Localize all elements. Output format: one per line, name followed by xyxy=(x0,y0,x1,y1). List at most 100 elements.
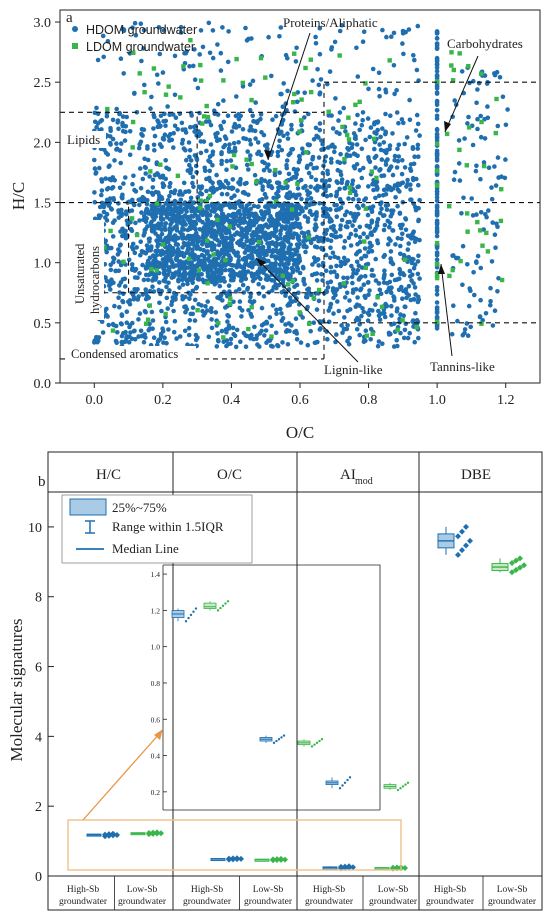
scatter-point xyxy=(96,338,101,343)
scatter-point xyxy=(142,82,147,88)
scatter-point xyxy=(365,318,371,324)
scatter-point xyxy=(92,110,98,116)
scatter-point xyxy=(360,306,365,311)
scatter-point xyxy=(203,304,208,309)
scatter-point xyxy=(317,51,323,57)
scatter-point xyxy=(180,192,185,197)
scatter-point xyxy=(249,97,254,103)
scatter-point xyxy=(278,184,284,190)
scatter-point xyxy=(150,253,156,258)
scatter-point xyxy=(241,189,247,195)
scatter-point xyxy=(407,117,413,123)
legend-whisker-icon xyxy=(85,520,95,534)
scatter-point xyxy=(249,161,254,167)
scatter-point xyxy=(314,214,319,219)
scatter-point xyxy=(384,207,390,212)
scatter-point xyxy=(434,257,440,263)
scatter-point xyxy=(347,190,353,196)
scatter-point xyxy=(434,171,440,177)
scatter-point xyxy=(449,50,454,55)
scatter-point xyxy=(310,78,315,83)
scatter-point xyxy=(378,202,383,207)
scatter-point xyxy=(434,73,440,79)
scatter-point xyxy=(324,227,330,233)
scatter-point xyxy=(185,216,191,222)
scatter-point xyxy=(447,273,452,279)
scatter-point xyxy=(306,286,312,292)
scatter-point xyxy=(119,333,125,339)
scatter-point xyxy=(313,125,319,131)
scatter-point xyxy=(110,185,116,190)
scatter-point xyxy=(168,245,173,251)
scatter-point xyxy=(220,298,225,303)
box-data-point xyxy=(455,551,461,558)
legend-ldom-label: LDOM groundwater xyxy=(86,40,195,54)
scatter-point xyxy=(293,170,299,175)
scatter-point xyxy=(204,188,209,194)
scatter-point xyxy=(336,118,341,123)
scatter-point xyxy=(416,253,421,259)
scatter-point xyxy=(466,303,472,309)
scatter-point xyxy=(142,156,147,162)
legend-hdom-marker xyxy=(72,26,78,32)
scatter-point xyxy=(209,317,214,322)
scatter-point xyxy=(177,219,182,225)
scatter-point xyxy=(132,91,137,96)
scatter-point xyxy=(376,339,382,344)
scatter-point xyxy=(285,88,290,94)
box-data-point xyxy=(342,863,348,870)
scatter-point xyxy=(402,327,408,333)
scatter-point xyxy=(391,294,396,299)
scatter-point xyxy=(347,140,352,146)
scatter-point xyxy=(366,249,371,255)
scatter-point xyxy=(165,258,171,263)
scatter-point xyxy=(222,218,227,223)
scatter-point xyxy=(192,212,198,218)
scatter-point xyxy=(196,261,202,266)
scatter-point xyxy=(370,181,375,187)
scatter-point xyxy=(347,153,353,158)
scatter-point xyxy=(358,286,364,292)
scatter-point xyxy=(111,256,117,262)
scatter-point xyxy=(99,192,104,198)
scatter-point xyxy=(104,306,109,312)
scatter-point xyxy=(253,100,258,105)
scatter-point xyxy=(106,203,112,208)
scatter-point xyxy=(154,72,160,78)
scatter-point xyxy=(216,242,222,248)
scatter-point xyxy=(367,134,373,140)
box-data-point xyxy=(459,528,465,535)
scatter-point xyxy=(99,319,105,325)
scatter-point xyxy=(92,119,98,125)
scatter-point xyxy=(381,254,387,259)
scatter-point xyxy=(158,162,163,167)
scatter-point xyxy=(289,323,294,328)
scatter-point xyxy=(348,211,354,216)
label-lignin-bg xyxy=(319,362,387,378)
scatter-point xyxy=(308,184,314,190)
scatter-point xyxy=(415,146,421,151)
scatter-point xyxy=(416,335,421,341)
legend-iqr-label: 25%~75% xyxy=(112,500,167,515)
box-data-point xyxy=(509,569,515,576)
scatter-point xyxy=(229,262,234,268)
scatter-point xyxy=(400,158,405,163)
scatter-point xyxy=(299,230,305,235)
scatter-point xyxy=(303,205,309,210)
box-data-point xyxy=(270,856,276,863)
scatter-point xyxy=(157,280,162,285)
scatter-point xyxy=(434,275,440,281)
scatter-point xyxy=(320,278,325,283)
scatter-point xyxy=(114,106,119,112)
scatter-point xyxy=(412,154,417,159)
scatter-point xyxy=(171,145,176,150)
scatter-point xyxy=(94,124,99,130)
scatter-point xyxy=(184,278,190,283)
inset-y-tick-label: 1.2 xyxy=(151,606,161,615)
scatter-point xyxy=(338,263,344,269)
scatter-point xyxy=(136,317,141,322)
scatter-point xyxy=(356,197,362,203)
scatter-point xyxy=(163,319,169,325)
scatter-point xyxy=(214,269,219,275)
scatter-point xyxy=(334,179,340,184)
